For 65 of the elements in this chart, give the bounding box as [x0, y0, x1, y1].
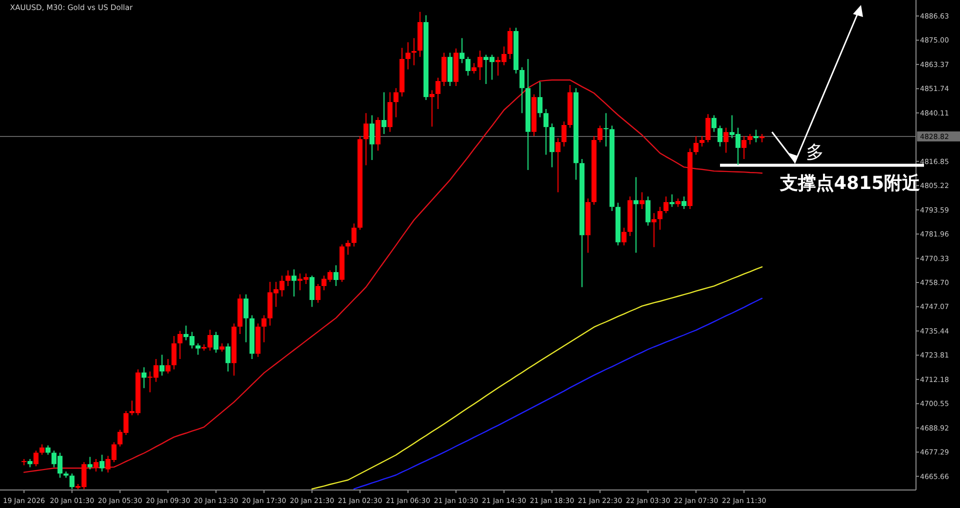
- line-series: [353, 298, 763, 490]
- candlestick: [466, 56, 470, 76]
- candlestick: [712, 114, 716, 132]
- candlestick: [196, 342, 200, 356]
- candlestick: [430, 90, 434, 128]
- candlestick: [352, 223, 356, 247]
- candlestick: [634, 176, 638, 254]
- candlestick: [520, 66, 524, 114]
- candlestick: [748, 133, 752, 145]
- candlestick: [478, 50, 482, 80]
- candlestick: [382, 92, 386, 134]
- candlestick: [70, 473, 74, 490]
- candlestick: [622, 227, 626, 246]
- candlestick: [700, 136, 704, 147]
- candlestick: [724, 127, 728, 154]
- candlestick: [682, 196, 686, 210]
- candlestick: [244, 294, 248, 343]
- candlestick: [226, 342, 230, 372]
- candlestick: [394, 88, 398, 118]
- candlestick: [742, 136, 746, 160]
- candlestick: [34, 450, 38, 467]
- candlestick: [364, 112, 368, 166]
- candlestick: [664, 196, 668, 214]
- candlestick: [670, 194, 674, 208]
- line-series: [311, 266, 763, 490]
- candlestick: [646, 196, 650, 226]
- candlestick: [142, 366, 146, 389]
- candlestick: [370, 114, 374, 160]
- candlestick: [166, 358, 170, 374]
- candlestick: [94, 458, 98, 472]
- candlestick: [754, 129, 758, 143]
- candlestick: [310, 275, 314, 308]
- candlestick: [346, 240, 350, 256]
- candlestick: [604, 112, 608, 147]
- candlestick: [544, 108, 548, 156]
- candlestick: [718, 125, 722, 147]
- candlestick: [472, 62, 476, 74]
- candlestick: [460, 38, 464, 64]
- candlestick: [406, 42, 410, 70]
- candlestick: [100, 454, 104, 472]
- candlestick: [316, 283, 320, 304]
- candlestick: [40, 444, 44, 456]
- candlestick: [508, 27, 512, 60]
- candlestick: [652, 212, 656, 248]
- candlestick: [214, 331, 218, 354]
- candlestick: [640, 192, 644, 210]
- legend-label: 支撑点4815附近: [778, 173, 922, 194]
- candlestick: [556, 138, 560, 193]
- candlestick: [178, 330, 182, 360]
- candlestick: [334, 264, 338, 287]
- candlestick: [412, 38, 416, 66]
- candlestick: [88, 456, 92, 470]
- candlestick: [160, 354, 164, 376]
- candlestick: [706, 114, 710, 143]
- candlestick: [292, 268, 296, 297]
- candlestick: [598, 125, 602, 143]
- candlestick: [694, 136, 698, 156]
- candlestick: [286, 270, 290, 287]
- candlestick: [658, 206, 662, 230]
- candlestick: [46, 444, 50, 456]
- candlestick: [172, 336, 176, 370]
- candlestick: [562, 120, 566, 147]
- candlestick: [538, 81, 542, 118]
- text: 多: [806, 142, 824, 163]
- candlestick: [262, 314, 266, 343]
